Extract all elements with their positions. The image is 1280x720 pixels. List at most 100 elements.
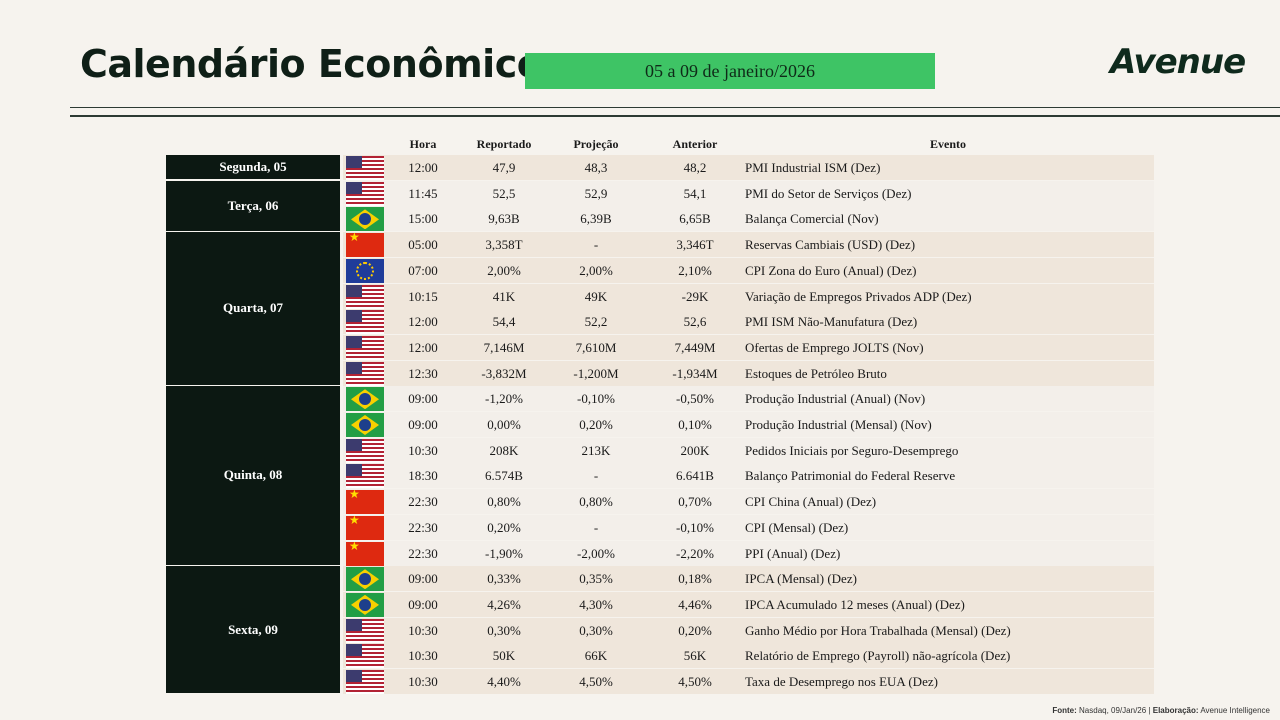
- projection-cell: -: [593, 519, 599, 535]
- event-cell: Relatório de Emprego (Payroll) não-agríc…: [745, 648, 1011, 664]
- br-flag-icon: [346, 413, 384, 437]
- cn-flag-icon: ★: [346, 541, 384, 566]
- day-label: Quinta, 08: [166, 386, 340, 565]
- previous-cell: 54,1: [683, 185, 707, 201]
- event-cell: Taxa de Desemprego nos EUA (Dez): [745, 674, 938, 689]
- time-cell: 09:00: [408, 391, 438, 407]
- reported-cell: 47,9: [492, 160, 516, 175]
- time-cell: 10:30: [408, 442, 438, 458]
- previous-cell: 0,70%: [678, 494, 712, 510]
- reported-cell: 0,30%: [487, 622, 521, 638]
- projection-cell: 6,39B: [580, 211, 612, 227]
- br-flag-icon: [346, 387, 384, 412]
- projection-cell: 0,35%: [579, 571, 613, 587]
- day-label: Quarta, 07: [166, 232, 340, 385]
- reported-cell: 0,20%: [487, 519, 521, 535]
- reported-cell: 54,4: [492, 314, 516, 330]
- column-header-evento: Evento: [930, 137, 966, 151]
- table-row: 12:00 47,9 48,3 48,2 PMI Industrial ISM (Dez…: [343, 155, 1154, 180]
- event-cell: Estoques de Petróleo Bruto: [745, 365, 887, 381]
- day-label: Segunda, 05: [166, 155, 340, 180]
- table-row: 15:00 9,63B 6,39B 6,65B Balança Comercial (N…: [343, 206, 1154, 232]
- time-cell: 22:30: [408, 519, 438, 535]
- time-cell: 10:30: [408, 648, 438, 664]
- time-cell: 10:30: [408, 674, 438, 689]
- event-cell: PMI Industrial ISM (Dez): [745, 160, 881, 175]
- table-row: 10:30 4,40% 4,50% 4,50% Taxa de Desemprego n…: [343, 669, 1154, 694]
- previous-cell: 200K: [680, 442, 710, 458]
- reported-cell: 52,5: [492, 185, 516, 201]
- event-cell: Balanço Patrimonial do Federal Reserve: [745, 468, 956, 484]
- column-header-projecao: Projeção: [573, 137, 619, 151]
- table-row: ★ 22:30 0,20% - -0,10% CPI (Mensal) (Dez): [343, 514, 1154, 540]
- event-cell: CPI Zona do Euro (Anual) (Dez): [745, 262, 917, 278]
- projection-cell: -2,00%: [577, 545, 615, 561]
- cn-flag-icon: ★: [346, 233, 384, 258]
- table-row: 09:00 0,00% 0,20% 0,10% Produção Industrial …: [343, 412, 1154, 437]
- page-title: Calendário Econômico: [80, 42, 543, 86]
- divider: [70, 107, 1280, 108]
- reported-cell: 3,358T: [485, 237, 523, 253]
- us-flag-icon: [346, 181, 384, 206]
- event-cell: CPI (Mensal) (Dez): [745, 519, 849, 535]
- day-label: Terça, 06: [166, 180, 340, 231]
- source-text: Nasdaq, 09/Jan/26 |: [1079, 706, 1151, 715]
- event-cell: PPI (Anual) (Dez): [745, 545, 841, 561]
- us-flag-icon: [346, 670, 384, 694]
- reported-cell: 9,63B: [488, 211, 520, 227]
- elaboration-label: Elaboração:: [1152, 706, 1199, 715]
- table-row: 12:30 -3,832M -1,200M -1,934M Estoques de Pe…: [343, 360, 1154, 386]
- us-flag-icon: [346, 644, 384, 669]
- us-flag-icon: [346, 361, 384, 386]
- day-label: Sexta, 09: [166, 566, 340, 694]
- us-flag-icon: [346, 310, 384, 335]
- column-header-hora: Hora: [409, 137, 437, 151]
- reported-cell: 50K: [492, 648, 516, 664]
- reported-cell: -1,20%: [485, 391, 523, 407]
- previous-cell: 6,65B: [679, 211, 711, 227]
- event-cell: Pedidos Iniciais por Seguro-Desemprego: [745, 442, 959, 458]
- source-label: Fonte:: [1052, 706, 1077, 715]
- event-cell: Produção Industrial (Mensal) (Nov): [745, 417, 932, 432]
- previous-cell: 4,50%: [678, 674, 712, 689]
- table-row: 12:00 54,4 52,2 52,6 PMI ISM Não-Manufatura …: [343, 309, 1154, 335]
- reported-cell: 4,40%: [487, 674, 521, 689]
- projection-cell: -0,10%: [577, 391, 615, 407]
- previous-cell: -29K: [681, 288, 709, 304]
- reported-cell: 2,00%: [487, 262, 521, 278]
- us-flag-icon: [346, 618, 384, 643]
- table-row: 10:30 208K 213K 200K Pedidos Iniciais por Se…: [343, 437, 1154, 463]
- projection-cell: 0,20%: [579, 417, 613, 432]
- reported-cell: 0,80%: [487, 494, 521, 510]
- previous-cell: 0,18%: [678, 571, 712, 587]
- divider: [70, 115, 1280, 117]
- previous-cell: 52,6: [683, 314, 707, 330]
- table-row: 07:00 2,00% 2,00% 2,10% CPI Zona do Euro (An…: [343, 257, 1154, 283]
- previous-cell: 56K: [683, 648, 707, 664]
- table-row: 09:00 4,26% 4,30% 4,46% IPCA Acumulado 12 me…: [343, 591, 1154, 617]
- time-cell: 22:30: [408, 494, 438, 510]
- avenue-logo: Avenue: [1110, 42, 1246, 82]
- us-flag-icon: [346, 156, 384, 180]
- table-row: ★ 22:30 -1,90% -2,00% -2,20% PPI (Anual) (Dez…: [343, 540, 1154, 566]
- time-cell: 09:00: [408, 571, 438, 587]
- reported-cell: 7,146M: [483, 339, 525, 355]
- projection-cell: 52,2: [584, 314, 608, 330]
- time-cell: 09:00: [408, 596, 438, 612]
- projection-cell: 2,00%: [579, 262, 613, 278]
- us-flag-icon: [346, 284, 384, 309]
- reported-cell: 41K: [492, 288, 516, 304]
- previous-cell: -0,10%: [676, 519, 714, 535]
- table-row: 09:00 0,33% 0,35% 0,18% IPCA (Mensal) (Dez): [343, 566, 1154, 592]
- event-cell: Balança Comercial (Nov): [745, 211, 879, 227]
- table-row: ★ 05:00 3,358T - 3,346T Reservas Cambiais (US…: [343, 232, 1154, 258]
- table-row: 18:30 6.574B - 6.641B Balanço Patrimonial do…: [343, 463, 1154, 489]
- projection-cell: 0,80%: [579, 494, 613, 510]
- cn-flag-icon: ★: [346, 490, 384, 515]
- event-cell: Reservas Cambiais (USD) (Dez): [745, 237, 916, 253]
- event-cell: IPCA (Mensal) (Dez): [745, 571, 857, 587]
- projection-cell: -: [593, 468, 599, 484]
- us-flag-icon: [346, 335, 384, 360]
- projection-cell: 49K: [584, 288, 608, 304]
- event-cell: PMI ISM Não-Manufatura (Dez): [745, 314, 918, 330]
